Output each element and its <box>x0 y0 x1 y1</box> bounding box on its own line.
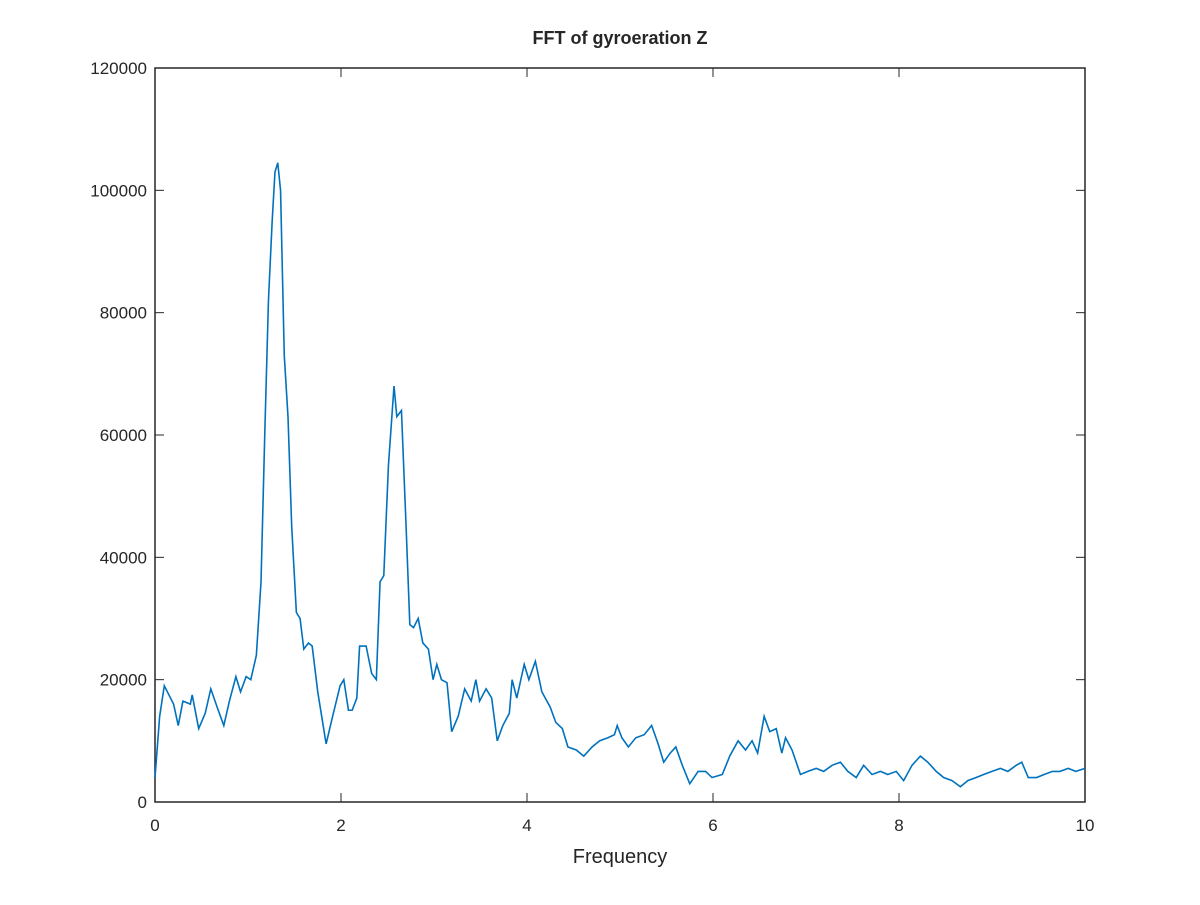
y-tick-label: 100000 <box>90 181 147 200</box>
y-tick-label: 120000 <box>90 59 147 78</box>
data-line <box>154 162 1086 788</box>
x-tick-label: 0 <box>150 816 159 835</box>
x-tick-label: 2 <box>336 816 345 835</box>
x-tick-label: 10 <box>1076 816 1095 835</box>
chart-title: FFT of gyroeration Z <box>533 28 708 48</box>
y-tick-label: 40000 <box>100 548 147 567</box>
x-tick-label: 6 <box>708 816 717 835</box>
x-axis-label: Frequency <box>573 846 668 868</box>
y-tick-label: 80000 <box>100 304 147 323</box>
y-tick-label: 20000 <box>100 671 147 690</box>
y-tick-label: 60000 <box>100 426 147 445</box>
x-tick-label: 8 <box>894 816 903 835</box>
y-tick-label: 0 <box>138 793 147 812</box>
x-tick-label: 4 <box>522 816 531 835</box>
